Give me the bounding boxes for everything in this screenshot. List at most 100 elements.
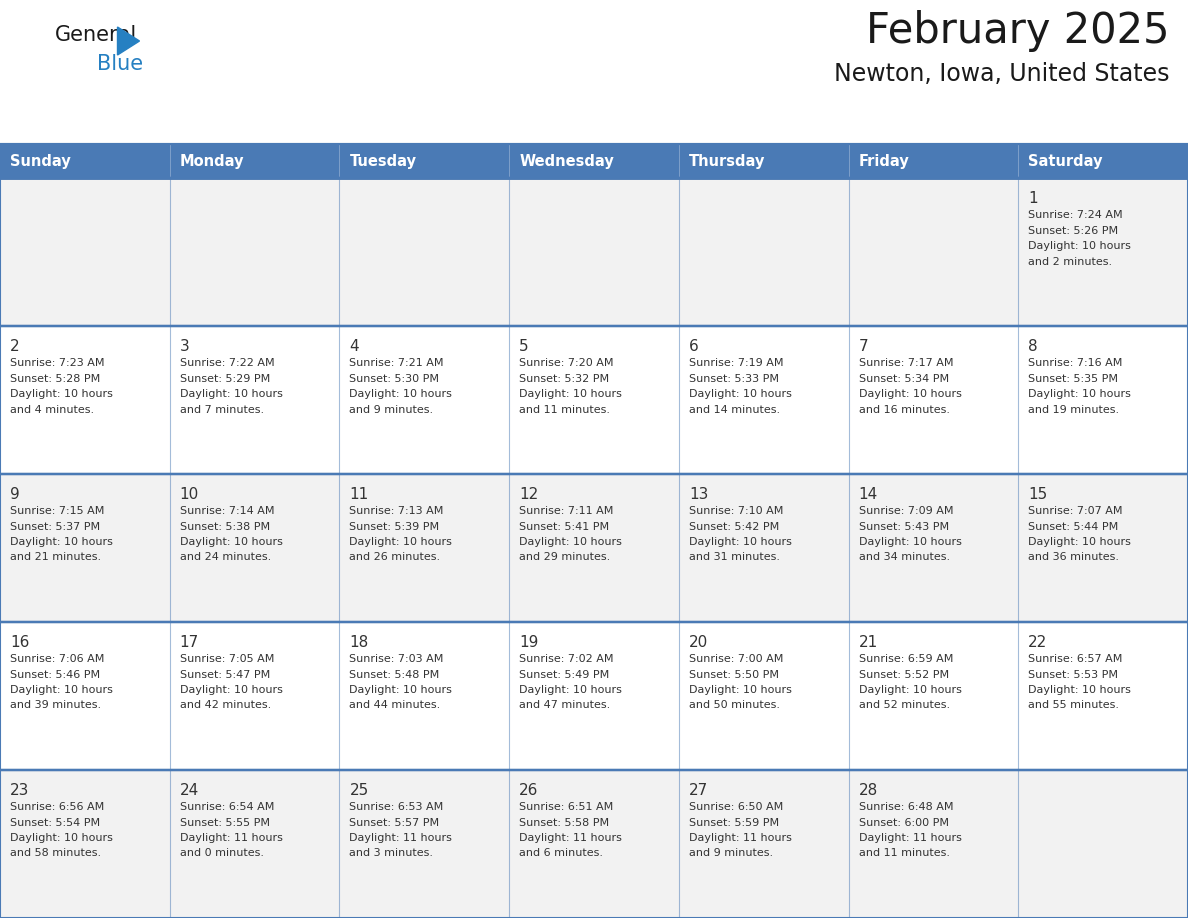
Bar xyxy=(510,326,678,474)
Text: Daylight: 10 hours: Daylight: 10 hours xyxy=(859,537,961,547)
Text: and 19 minutes.: and 19 minutes. xyxy=(1029,405,1119,415)
Bar xyxy=(170,145,340,178)
Text: and 24 minutes.: and 24 minutes. xyxy=(179,553,271,563)
Text: Daylight: 10 hours: Daylight: 10 hours xyxy=(689,685,791,695)
Text: and 9 minutes.: and 9 minutes. xyxy=(349,405,434,415)
Text: Thursday: Thursday xyxy=(689,154,765,169)
Text: and 21 minutes.: and 21 minutes. xyxy=(10,553,101,563)
Text: Sunset: 5:55 PM: Sunset: 5:55 PM xyxy=(179,818,270,827)
Text: 12: 12 xyxy=(519,487,538,502)
Text: and 42 minutes.: and 42 minutes. xyxy=(179,700,271,711)
Text: 27: 27 xyxy=(689,783,708,798)
Text: 21: 21 xyxy=(859,635,878,650)
Text: 28: 28 xyxy=(859,783,878,798)
Bar xyxy=(0,770,170,918)
Text: Sunrise: 7:09 AM: Sunrise: 7:09 AM xyxy=(859,506,953,516)
Text: 23: 23 xyxy=(10,783,30,798)
Bar xyxy=(0,326,170,474)
Bar xyxy=(0,474,170,622)
Text: and 11 minutes.: and 11 minutes. xyxy=(519,405,611,415)
Text: General: General xyxy=(55,25,138,45)
Bar xyxy=(0,145,170,178)
Text: 5: 5 xyxy=(519,339,529,354)
Text: Sunrise: 7:03 AM: Sunrise: 7:03 AM xyxy=(349,654,444,664)
Text: Friday: Friday xyxy=(859,154,909,169)
Bar xyxy=(1018,474,1188,622)
Text: Sunset: 5:49 PM: Sunset: 5:49 PM xyxy=(519,669,609,679)
Text: February 2025: February 2025 xyxy=(866,10,1170,52)
Text: Sunrise: 6:57 AM: Sunrise: 6:57 AM xyxy=(1029,654,1123,664)
Text: Sunset: 6:00 PM: Sunset: 6:00 PM xyxy=(859,818,948,827)
Text: 1: 1 xyxy=(1029,191,1038,206)
Bar xyxy=(1018,178,1188,326)
Text: Sunrise: 6:51 AM: Sunrise: 6:51 AM xyxy=(519,802,613,812)
Text: Sunset: 5:44 PM: Sunset: 5:44 PM xyxy=(1029,521,1119,532)
Bar xyxy=(678,770,848,918)
Text: Sunrise: 6:56 AM: Sunrise: 6:56 AM xyxy=(10,802,105,812)
Text: Daylight: 10 hours: Daylight: 10 hours xyxy=(10,685,113,695)
Text: Sunrise: 6:48 AM: Sunrise: 6:48 AM xyxy=(859,802,953,812)
Bar xyxy=(1018,326,1188,474)
Bar xyxy=(340,178,510,326)
Text: Saturday: Saturday xyxy=(1029,154,1102,169)
Text: Sunrise: 7:23 AM: Sunrise: 7:23 AM xyxy=(10,358,105,368)
Bar xyxy=(1018,145,1188,178)
Text: 11: 11 xyxy=(349,487,368,502)
Text: Sunset: 5:35 PM: Sunset: 5:35 PM xyxy=(1029,374,1118,384)
Bar xyxy=(510,770,678,918)
Bar xyxy=(678,145,848,178)
Bar xyxy=(678,622,848,770)
Text: Daylight: 10 hours: Daylight: 10 hours xyxy=(1029,537,1131,547)
Text: Sunrise: 7:00 AM: Sunrise: 7:00 AM xyxy=(689,654,783,664)
Bar xyxy=(848,622,1018,770)
Bar xyxy=(1018,622,1188,770)
Text: Sunset: 5:41 PM: Sunset: 5:41 PM xyxy=(519,521,609,532)
Bar xyxy=(170,770,340,918)
Text: Sunrise: 6:50 AM: Sunrise: 6:50 AM xyxy=(689,802,783,812)
Bar xyxy=(340,622,510,770)
Text: Daylight: 10 hours: Daylight: 10 hours xyxy=(1029,685,1131,695)
Text: 8: 8 xyxy=(1029,339,1038,354)
Text: Daylight: 10 hours: Daylight: 10 hours xyxy=(10,537,113,547)
Text: Daylight: 10 hours: Daylight: 10 hours xyxy=(859,685,961,695)
Text: Sunset: 5:38 PM: Sunset: 5:38 PM xyxy=(179,521,270,532)
Bar xyxy=(340,326,510,474)
Text: Wednesday: Wednesday xyxy=(519,154,614,169)
Bar xyxy=(170,622,340,770)
Text: and 29 minutes.: and 29 minutes. xyxy=(519,553,611,563)
Text: Daylight: 11 hours: Daylight: 11 hours xyxy=(519,833,623,843)
Text: Daylight: 10 hours: Daylight: 10 hours xyxy=(349,537,453,547)
Text: Daylight: 10 hours: Daylight: 10 hours xyxy=(1029,389,1131,399)
Text: Sunrise: 6:54 AM: Sunrise: 6:54 AM xyxy=(179,802,274,812)
Text: 9: 9 xyxy=(10,487,20,502)
Text: Sunrise: 7:02 AM: Sunrise: 7:02 AM xyxy=(519,654,614,664)
Text: 17: 17 xyxy=(179,635,198,650)
Text: Daylight: 10 hours: Daylight: 10 hours xyxy=(349,685,453,695)
Text: Sunrise: 7:21 AM: Sunrise: 7:21 AM xyxy=(349,358,444,368)
Text: 16: 16 xyxy=(10,635,30,650)
Text: Daylight: 11 hours: Daylight: 11 hours xyxy=(179,833,283,843)
Text: 14: 14 xyxy=(859,487,878,502)
Text: and 31 minutes.: and 31 minutes. xyxy=(689,553,779,563)
Text: Sunrise: 7:13 AM: Sunrise: 7:13 AM xyxy=(349,506,444,516)
Text: Daylight: 10 hours: Daylight: 10 hours xyxy=(10,833,113,843)
Text: and 9 minutes.: and 9 minutes. xyxy=(689,848,773,858)
Text: Sunset: 5:37 PM: Sunset: 5:37 PM xyxy=(10,521,100,532)
Text: Daylight: 10 hours: Daylight: 10 hours xyxy=(689,537,791,547)
Text: 20: 20 xyxy=(689,635,708,650)
Bar xyxy=(848,326,1018,474)
Bar xyxy=(340,770,510,918)
Text: and 14 minutes.: and 14 minutes. xyxy=(689,405,781,415)
Text: Sunrise: 7:16 AM: Sunrise: 7:16 AM xyxy=(1029,358,1123,368)
Text: Sunset: 5:59 PM: Sunset: 5:59 PM xyxy=(689,818,779,827)
Text: 4: 4 xyxy=(349,339,359,354)
Text: Daylight: 10 hours: Daylight: 10 hours xyxy=(519,537,623,547)
Text: Sunset: 5:30 PM: Sunset: 5:30 PM xyxy=(349,374,440,384)
Text: Sunset: 5:52 PM: Sunset: 5:52 PM xyxy=(859,669,949,679)
Text: 18: 18 xyxy=(349,635,368,650)
Text: Blue: Blue xyxy=(97,54,143,74)
Text: Daylight: 10 hours: Daylight: 10 hours xyxy=(179,685,283,695)
Text: and 55 minutes.: and 55 minutes. xyxy=(1029,700,1119,711)
Text: and 58 minutes.: and 58 minutes. xyxy=(10,848,101,858)
Text: 25: 25 xyxy=(349,783,368,798)
